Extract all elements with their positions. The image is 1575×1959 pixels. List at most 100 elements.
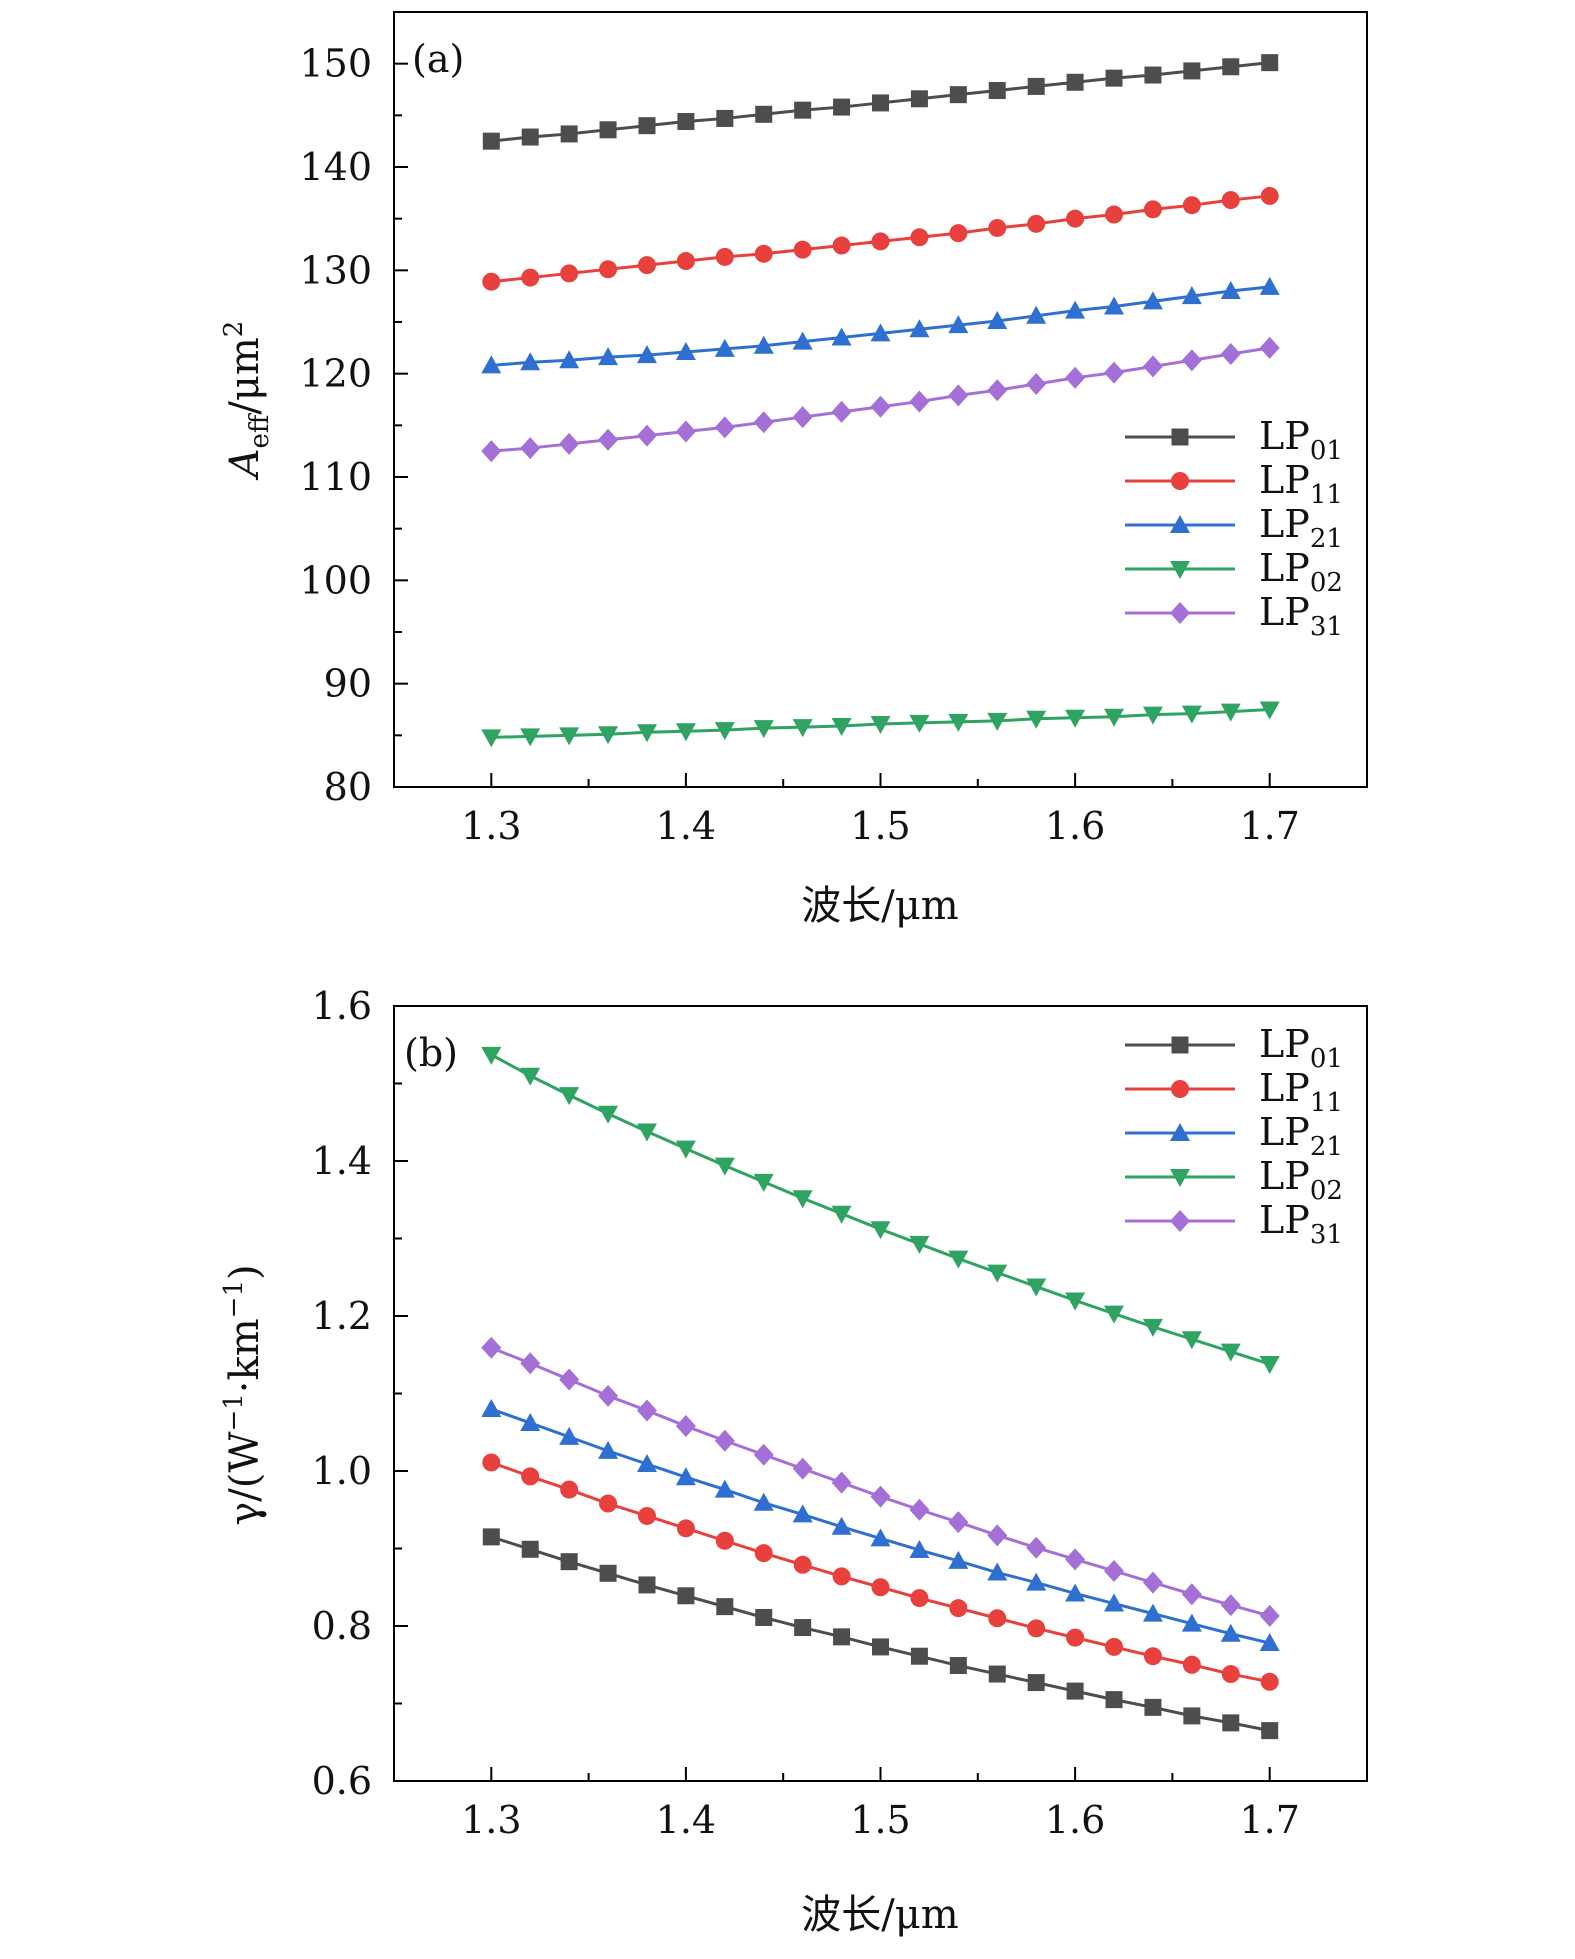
data-point-lp01 [677, 113, 695, 131]
panel-label-b: (b) [404, 1031, 458, 1075]
x-axis-title-a: 波长/μm [801, 883, 958, 929]
data-point-lp01 [560, 125, 578, 143]
x-tick-label: 1.5 [850, 1798, 910, 1842]
data-point-lp11 [1221, 191, 1240, 210]
data-point-lp21 [948, 1550, 969, 1569]
x-tick-label: 1.4 [656, 1798, 716, 1842]
data-point-lp31 [870, 1485, 891, 1508]
legend-marker [1170, 1123, 1190, 1141]
legend-label: LP11 [1259, 1066, 1343, 1118]
data-point-lp31 [753, 411, 774, 434]
data-point-lp21 [1026, 1572, 1047, 1591]
data-point-lp02 [1065, 1292, 1086, 1311]
data-point-lp11 [715, 1531, 734, 1550]
data-point-lp21 [481, 355, 502, 374]
series-lp11-a [482, 186, 1279, 291]
y-tick-label: 90 [324, 662, 372, 706]
data-point-lp01 [1105, 1691, 1123, 1709]
data-point-lp21 [675, 1467, 696, 1486]
data-point-lp02 [1065, 709, 1086, 728]
y-tick-label: 0.8 [312, 1604, 372, 1648]
legend-label: LP31 [1259, 1198, 1343, 1250]
data-point-lp02 [636, 1123, 657, 1142]
data-point-lp02 [753, 720, 774, 739]
data-point-lp11 [1143, 1647, 1162, 1666]
data-point-lp21 [714, 1479, 735, 1498]
data-point-lp21 [1181, 1613, 1202, 1632]
data-point-lp02 [1142, 1318, 1163, 1337]
data-point-lp31 [598, 428, 619, 451]
data-point-lp11 [1027, 1619, 1046, 1638]
data-point-lp11 [910, 1589, 929, 1608]
data-point-lp02 [559, 1087, 580, 1106]
data-point-lp01 [1105, 69, 1123, 87]
data-point-lp21 [675, 341, 696, 360]
data-point-lp21 [831, 327, 852, 346]
legend-marker [1170, 602, 1190, 624]
y-tick-label: 1.2 [312, 1294, 372, 1338]
data-point-lp31 [987, 1524, 1008, 1547]
data-point-lp31 [675, 1415, 696, 1438]
data-point-lp01 [949, 86, 967, 104]
x-tick-label: 1.3 [461, 1798, 521, 1842]
data-point-lp02 [948, 1250, 969, 1269]
data-point-lp02 [598, 1105, 619, 1124]
panel-b-chart: 1.3 1.4 1.5 1.6 1.7 0.6 0.8 1.0 1.2 1.4 1.6 (b) 波长… [219, 984, 1368, 1938]
data-point-lp02 [520, 728, 541, 747]
data-point-lp11 [988, 1609, 1007, 1628]
data-point-lp02 [948, 713, 969, 732]
data-point-lp31 [1065, 1548, 1086, 1571]
data-point-lp01 [1222, 1714, 1240, 1732]
x-tick-label: 1.5 [850, 804, 910, 848]
data-point-lp11 [754, 244, 773, 263]
data-point-lp01 [833, 98, 851, 116]
data-point-lp02 [1142, 706, 1163, 725]
data-point-lp31 [792, 406, 813, 429]
data-point-lp21 [831, 1516, 852, 1535]
data-point-lp31 [1026, 373, 1047, 395]
legend-label: LP21 [1259, 1110, 1343, 1162]
data-point-lp11 [793, 1555, 812, 1574]
data-point-lp02 [714, 722, 735, 741]
data-point-lp21 [870, 1528, 891, 1547]
legend-label: LP01 [1259, 1022, 1343, 1074]
data-point-lp01 [677, 1587, 695, 1605]
data-point-lp02 [987, 1264, 1008, 1283]
data-point-lp01 [1183, 62, 1201, 80]
data-point-lp21 [481, 1399, 502, 1417]
data-point-lp31 [1104, 1559, 1125, 1582]
y-tick-label: 0.6 [312, 1759, 372, 1803]
x-tick-label: 1.6 [1045, 1798, 1105, 1842]
series-lp31-a [481, 336, 1280, 463]
y-tick-label: 130 [299, 248, 372, 292]
data-point-lp11 [1260, 186, 1279, 205]
y-tick-label: 120 [299, 352, 372, 396]
data-point-lp21 [636, 1454, 657, 1473]
legend-entry-lp21: LP21 [1125, 502, 1343, 554]
data-point-lp02 [909, 714, 930, 733]
data-point-lp21 [987, 310, 1008, 329]
data-point-lp31 [520, 1352, 541, 1375]
data-point-lp11 [676, 1519, 695, 1538]
data-point-lp21 [1220, 1623, 1241, 1642]
data-point-lp11 [637, 1506, 656, 1525]
data-point-lp21 [559, 350, 580, 369]
data-point-lp02 [675, 723, 696, 742]
data-point-lp01 [988, 1665, 1006, 1683]
data-point-lp01 [1222, 58, 1240, 76]
y-tick-label: 1.0 [312, 1449, 372, 1493]
data-point-lp02 [870, 715, 891, 734]
data-point-lp02 [987, 712, 1008, 731]
data-point-lp21 [753, 335, 774, 354]
data-point-lp21 [1026, 305, 1047, 324]
series-lp02-a [481, 701, 1280, 748]
data-point-lp31 [675, 420, 696, 443]
series-lp11-b [482, 1453, 1279, 1691]
data-point-lp11 [793, 240, 812, 259]
data-point-lp21 [636, 345, 657, 364]
data-point-lp11 [910, 228, 929, 247]
data-point-lp31 [909, 1498, 930, 1521]
data-point-lp11 [832, 1567, 851, 1586]
data-point-lp01 [833, 1628, 851, 1646]
